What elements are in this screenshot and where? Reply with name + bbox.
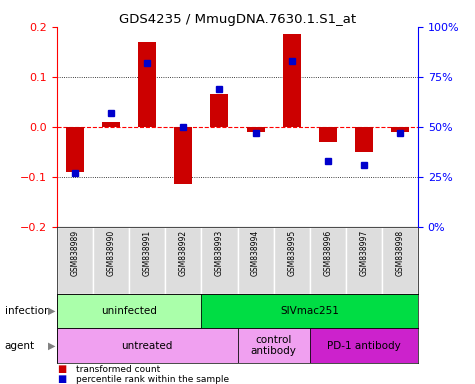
Bar xyxy=(129,227,165,294)
Bar xyxy=(174,127,192,184)
Bar xyxy=(247,127,265,132)
Bar xyxy=(274,227,310,294)
Text: GSM838993: GSM838993 xyxy=(215,230,224,276)
Bar xyxy=(310,328,418,363)
Text: percentile rank within the sample: percentile rank within the sample xyxy=(76,375,229,384)
Bar xyxy=(201,227,238,294)
Bar xyxy=(346,227,382,294)
Text: GSM838994: GSM838994 xyxy=(251,230,260,276)
Text: ▶: ▶ xyxy=(48,341,55,351)
Bar xyxy=(238,227,274,294)
Text: GSM838995: GSM838995 xyxy=(287,230,296,276)
Text: untreated: untreated xyxy=(122,341,173,351)
Bar xyxy=(238,328,310,363)
Bar xyxy=(102,122,120,127)
Bar xyxy=(66,127,84,172)
Text: GSM838992: GSM838992 xyxy=(179,230,188,276)
Text: ■: ■ xyxy=(57,374,66,384)
Text: transformed count: transformed count xyxy=(76,365,160,374)
Bar xyxy=(138,42,156,127)
Text: GSM838989: GSM838989 xyxy=(71,230,79,276)
Bar xyxy=(382,227,418,294)
Text: agent: agent xyxy=(5,341,35,351)
Text: uninfected: uninfected xyxy=(101,306,157,316)
Bar xyxy=(391,127,409,132)
Bar xyxy=(201,294,418,328)
Text: GSM838997: GSM838997 xyxy=(360,230,368,276)
Text: SIVmac251: SIVmac251 xyxy=(280,306,339,316)
Text: ■: ■ xyxy=(57,364,66,374)
Text: ▶: ▶ xyxy=(48,306,55,316)
Bar xyxy=(210,94,228,127)
Text: infection: infection xyxy=(5,306,50,316)
Text: GSM838990: GSM838990 xyxy=(107,230,115,276)
Bar xyxy=(355,127,373,152)
Text: PD-1 antibody: PD-1 antibody xyxy=(327,341,401,351)
Text: GSM838998: GSM838998 xyxy=(396,230,404,276)
Bar xyxy=(57,227,93,294)
Bar xyxy=(165,227,201,294)
Bar xyxy=(57,294,201,328)
Text: GSM838991: GSM838991 xyxy=(143,230,152,276)
Bar xyxy=(57,328,238,363)
Text: GSM838996: GSM838996 xyxy=(323,230,332,276)
Bar xyxy=(283,35,301,127)
Bar xyxy=(319,127,337,142)
Title: GDS4235 / MmugDNA.7630.1.S1_at: GDS4235 / MmugDNA.7630.1.S1_at xyxy=(119,13,356,26)
Bar xyxy=(93,227,129,294)
Bar xyxy=(310,227,346,294)
Text: control
antibody: control antibody xyxy=(251,335,296,356)
